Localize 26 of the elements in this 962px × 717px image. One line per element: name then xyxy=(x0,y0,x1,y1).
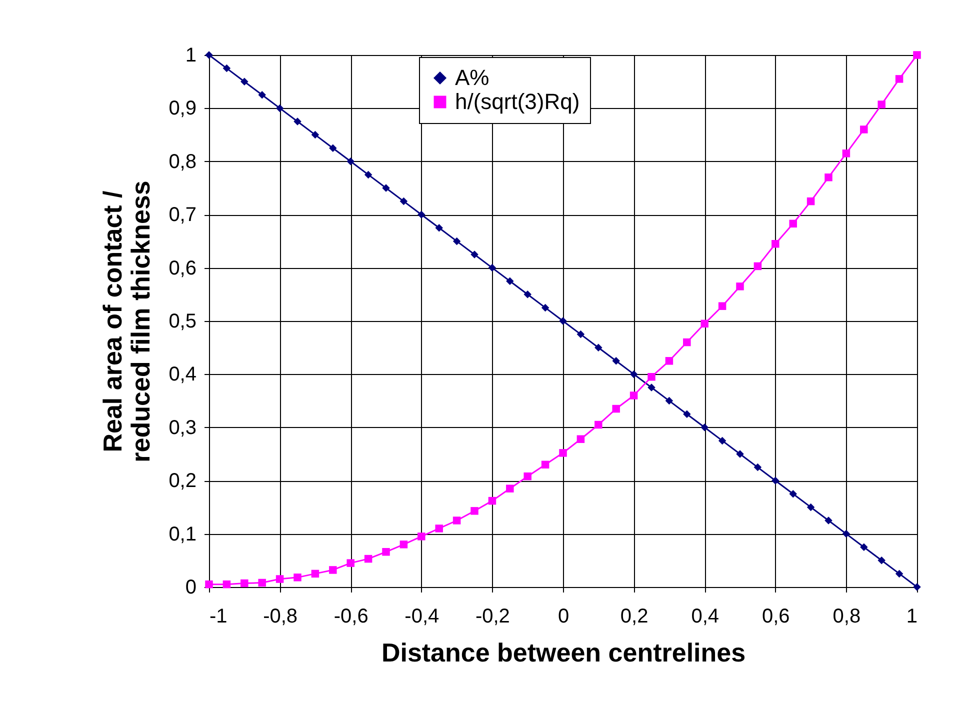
y-tick-label: 0,7 xyxy=(168,204,196,226)
x-tick-label: 0 xyxy=(558,606,570,628)
x-tick-label: -1 xyxy=(210,606,228,628)
x-tick-label: 0,8 xyxy=(832,606,861,628)
legend-label: A% xyxy=(455,65,490,90)
x-tick-label: -0,2 xyxy=(475,606,510,628)
x-axis-title: Distance between centrelines xyxy=(381,638,746,668)
y-tick-label: 0,9 xyxy=(168,98,196,120)
x-tick-label: -0,6 xyxy=(334,606,368,628)
y-tick-label: 1 xyxy=(185,44,196,66)
legend-label: h/(sqrt(3)Rq) xyxy=(455,89,580,114)
y-tick-label: 0,3 xyxy=(168,416,196,439)
x-tick-label: 0,4 xyxy=(691,606,720,628)
x-tick-label: 1 xyxy=(906,606,918,628)
x-tick-label: -0,4 xyxy=(404,606,440,628)
x-tick-label: 0,2 xyxy=(620,606,648,628)
y-tick-label: 0,4 xyxy=(168,364,196,386)
y-tick-label: 0,8 xyxy=(168,150,196,173)
x-tick-label: -0,8 xyxy=(263,606,298,628)
y-tick-label: 0,6 xyxy=(168,257,196,280)
y-tick-label: 0 xyxy=(185,576,196,598)
y-axis-title: Real area of contact / reduced film thickness xyxy=(98,180,156,462)
y-tick-label: 0,1 xyxy=(168,523,196,546)
y-tick-label: 0,2 xyxy=(168,470,196,492)
x-tick-label: 0,6 xyxy=(762,606,790,628)
y-tick-label: 0,5 xyxy=(168,310,196,332)
